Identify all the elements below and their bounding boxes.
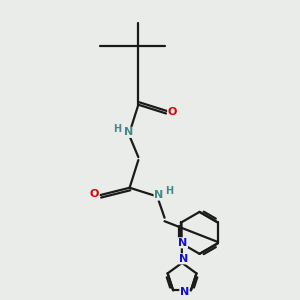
Text: N: N xyxy=(180,287,189,297)
Text: N: N xyxy=(178,238,188,248)
Text: N: N xyxy=(124,128,133,137)
Text: H: H xyxy=(166,186,174,196)
Text: H: H xyxy=(113,124,122,134)
Text: N: N xyxy=(154,190,164,200)
Text: N: N xyxy=(179,254,188,264)
Text: O: O xyxy=(89,189,99,200)
Text: O: O xyxy=(168,107,177,117)
